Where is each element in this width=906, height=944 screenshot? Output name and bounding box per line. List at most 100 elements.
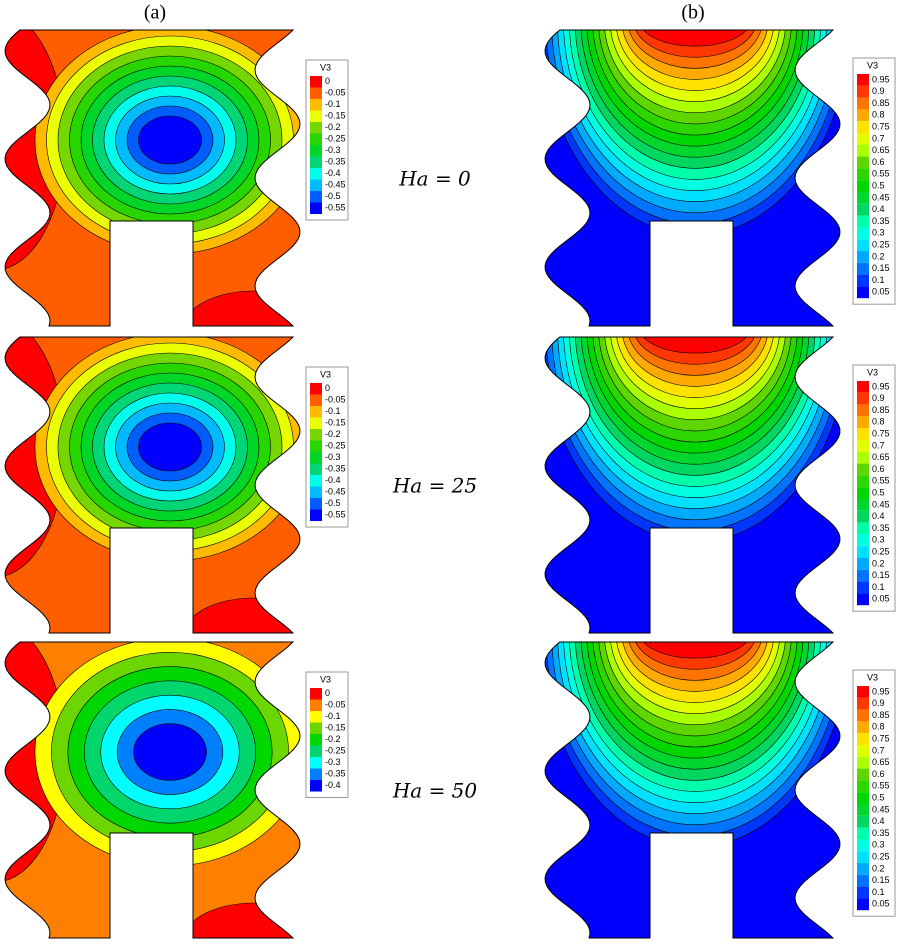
domain-outline [4,29,301,327]
legend-swatch [857,839,869,852]
legend-label: 0.8 [872,417,885,427]
legend-label: 0 [325,76,330,86]
legend-swatch [310,417,322,429]
legend-label: -0.05 [325,700,346,710]
legend-swatch [310,452,322,464]
ha-label: Ha = 50 [392,779,478,803]
domain-outline [544,336,841,634]
legend-label: -0.15 [325,723,346,733]
legend-swatch [857,569,869,582]
legend-label: -0.4 [325,475,341,485]
legend-swatch [857,274,869,287]
legend-swatch [857,745,869,757]
legend-label: -0.25 [325,746,346,756]
domain-outline [544,641,841,939]
legend-swatch [857,686,869,698]
legend-label: -0.2 [325,734,341,744]
legend-label: 0.25 [872,239,890,249]
contour-plot [5,642,300,938]
legend-swatch [857,756,869,769]
legend-swatch [857,133,869,145]
legend-swatch [310,168,322,180]
legend-label: 0.35 [872,216,890,226]
legend-label: 0.7 [872,745,885,755]
legend-swatch [310,757,322,769]
legend-label: 0.45 [872,499,890,509]
legend-label: 0.65 [872,452,890,462]
legend-label: 0.1 [872,582,885,592]
legend-swatch [857,851,869,863]
legend-label: 0.15 [872,570,890,580]
legend-label: 0 [325,383,330,393]
legend-swatch [857,286,869,299]
domain-outline [4,641,301,939]
contour-plot [5,30,300,326]
legend-swatch [310,99,322,111]
legend-swatch [857,180,869,192]
legend-swatch [310,406,322,418]
legend-label: 0.7 [872,440,885,450]
legend-label: 0.25 [872,851,890,861]
legend-swatch [857,440,869,452]
ha-label: Ha = 25 [392,474,477,498]
legend-label: 0.7 [872,133,885,143]
contour-band [638,30,752,47]
legend-label: 0.45 [872,192,890,202]
legend-swatch [310,110,322,122]
legend-label: -0.45 [325,487,346,497]
legend-swatch [857,416,869,429]
legend-swatch [857,827,869,840]
legend-swatch [857,499,869,511]
legend: V3 0 -0.05-0.1 -0.15-0.2 -0.25-0.3 -0.35-0.4 -… [305,366,349,528]
legend-label: 0.5 [872,180,885,190]
legend-swatch [310,734,322,746]
legend-swatch [857,593,869,606]
legend-swatch [310,87,322,99]
legend-label: 0.75 [872,121,890,131]
legend-swatch [857,546,869,558]
legend-label: -0.1 [325,406,341,416]
legend-label: 0.45 [872,804,890,814]
legend-label: 0.1 [872,887,885,897]
legend-label: -0.1 [325,711,341,721]
legend-swatch [310,440,322,452]
legend-label: 0.05 [872,594,890,604]
legend-label: -0.35 [325,769,346,779]
legend-label: -0.25 [325,134,346,144]
contour-band [133,723,207,781]
legend-label: 0.15 [872,263,890,273]
legend-label: 0.3 [872,535,885,545]
legend-swatch [310,722,322,734]
legend-swatch [310,699,322,711]
legend-label: 0.05 [872,287,890,297]
legend-swatch [310,202,322,214]
legend-label: -0.15 [325,111,346,121]
legend-swatch [857,792,869,804]
legend-swatch [857,863,869,875]
legend-label: -0.4 [325,168,341,178]
contour-band [638,337,752,354]
legend-swatch [857,251,869,263]
legend-swatch [310,780,322,792]
legend-label: -0.4 [325,780,341,790]
legend-label: 0.6 [872,157,885,167]
legend-label: 0.5 [872,487,885,497]
legend-swatch [857,581,869,594]
legend-label: 0.75 [872,428,890,438]
legend-label: 0.35 [872,828,890,838]
legend-swatch [857,121,869,133]
legend-label: 0.2 [872,558,885,568]
legend-title: V3 [867,60,878,70]
legend-label: -0.2 [325,429,341,439]
legend-label: 0 [325,688,330,698]
legend-label: 0.85 [872,405,890,415]
legend-label: -0.3 [325,757,341,767]
legend-swatch [857,144,869,157]
domain-outline [544,29,841,327]
legend-swatch [310,429,322,441]
legend-swatch [857,815,869,828]
legend-title: V3 [320,369,331,379]
legend: V3 0 -0.05-0.1 -0.15-0.2 -0.25-0.3 -0.35-0.4 [305,671,349,798]
legend-swatch [857,780,869,793]
legend-label: -0.15 [325,418,346,428]
